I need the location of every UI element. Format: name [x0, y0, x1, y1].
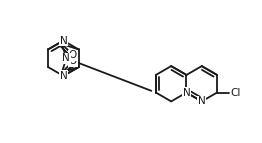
- Text: N: N: [59, 36, 67, 46]
- Text: N: N: [198, 96, 206, 106]
- Text: N: N: [59, 71, 67, 81]
- Text: O: O: [69, 56, 77, 66]
- Text: O: O: [69, 50, 77, 60]
- Text: N: N: [183, 88, 190, 98]
- Text: Cl: Cl: [231, 88, 241, 98]
- Text: N: N: [62, 53, 70, 63]
